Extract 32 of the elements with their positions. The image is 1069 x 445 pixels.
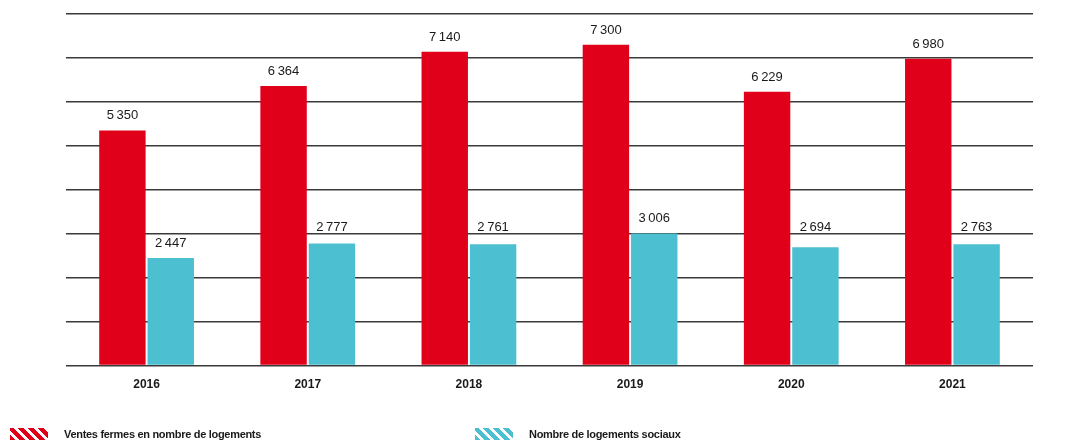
bar: [631, 233, 678, 365]
x-tick-label: 2020: [777, 377, 805, 392]
data-label: 2 694: [799, 219, 832, 235]
data-label: 2 761: [477, 219, 509, 235]
bar: [99, 130, 146, 365]
bar: [792, 247, 839, 365]
bar: [743, 91, 791, 365]
bar: [147, 258, 194, 365]
x-tick-label: 2018: [455, 377, 483, 392]
data-label: 2 777: [316, 219, 348, 235]
x-tick-label: 2019: [616, 377, 644, 392]
bar: [260, 85, 307, 365]
data-label: 2 763: [960, 219, 993, 235]
bar: [469, 244, 517, 365]
bar: [905, 58, 952, 365]
data-label: 6 980: [912, 35, 945, 51]
data-label: 6 229: [751, 68, 783, 84]
bar: [308, 243, 356, 365]
data-label: 3 006: [638, 210, 671, 226]
bar: [953, 244, 1000, 365]
x-tick-label: 2021: [939, 377, 967, 392]
legend-label: Nombre de logements sociaux: [529, 428, 681, 440]
bar: [582, 44, 630, 365]
bar: [421, 51, 468, 365]
data-label: 7 140: [428, 28, 461, 44]
data-label: 5 350: [106, 107, 139, 123]
legend-label: Ventes fermes en nombre de logements: [64, 428, 262, 440]
data-label: 6 364: [267, 62, 300, 78]
x-tick-label: 2016: [133, 377, 161, 392]
x-tick-label: 2017: [294, 377, 322, 392]
data-label: 7 300: [590, 21, 622, 37]
data-label: 2 447: [154, 235, 187, 251]
